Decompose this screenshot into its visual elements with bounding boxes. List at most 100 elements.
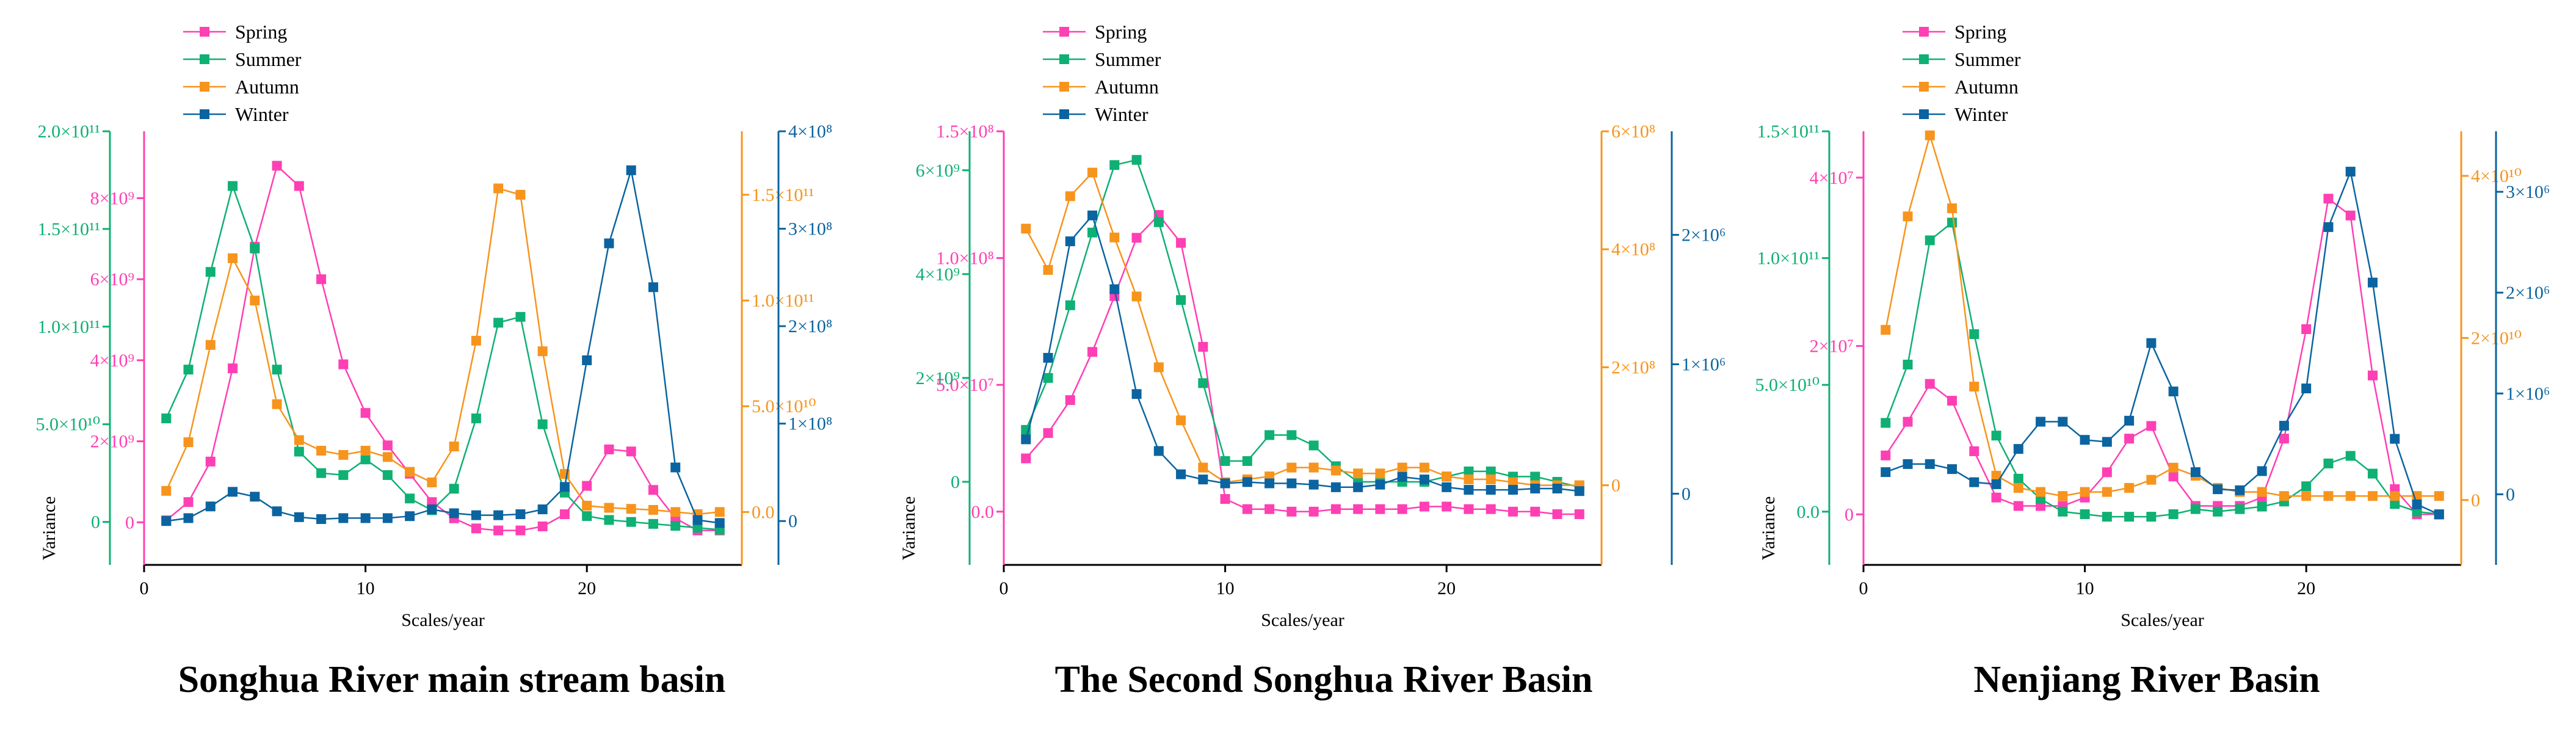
winter-point (2190, 467, 2200, 478)
spring-point (604, 444, 614, 454)
autumn-point (2434, 491, 2444, 501)
spring-point (1508, 506, 1518, 517)
legend-item-summer: Summer (1043, 48, 1161, 70)
winter-point (1464, 485, 1474, 495)
summer-tick-label: 5.0×10¹⁰ (36, 415, 100, 435)
x-axis: 0 10 20 Scales/year (1000, 564, 1602, 630)
autumn-point (582, 501, 592, 511)
legend-item-spring: Spring (1043, 21, 1147, 43)
summer-point (1286, 430, 1297, 440)
winter-point (2124, 415, 2135, 426)
spring-point (1308, 506, 1319, 517)
autumn-tick-label: 6×10⁸ (1611, 122, 1655, 142)
autumn-point (2345, 491, 2356, 501)
autumn-point (2367, 491, 2378, 501)
winter-line (1025, 214, 1580, 492)
summer-point (2301, 481, 2312, 492)
summer-point (272, 365, 282, 375)
autumn-point (2146, 475, 2157, 485)
autumn-point (471, 335, 481, 346)
legend-item-summer: Summer (1903, 48, 2021, 70)
spring-point (1574, 509, 1584, 519)
spring-point (1397, 504, 1407, 514)
winter-point (604, 238, 614, 249)
winter-y-axis: 0 1×10⁶ 2×10⁶ 3×10⁶ (2495, 131, 2550, 565)
spring-tick-label: 2×10⁹ (90, 432, 134, 452)
series-summer (1021, 155, 1584, 492)
spring-point (2146, 421, 2157, 431)
autumn-point (161, 486, 172, 496)
x-tick-label: 20 (1437, 578, 1456, 598)
winter-point (1264, 478, 1275, 489)
summer-tick-label: 6×10⁹ (916, 161, 960, 181)
winter-point (1991, 479, 2001, 489)
legend-swatch-marker (1059, 27, 1069, 37)
legend-swatch-marker (200, 82, 209, 92)
winter-point (228, 487, 238, 497)
legend: Spring Summer Autumn Winter (1043, 21, 1161, 125)
spring-point (515, 525, 526, 536)
winter-point (2168, 387, 2179, 396)
panel-title: Songhua River main stream basin (178, 659, 726, 700)
winter-point (2367, 277, 2378, 288)
spring-point (1176, 238, 1186, 248)
autumn-point (1508, 477, 1518, 487)
winter-point (1969, 477, 1979, 487)
spring-point (1264, 504, 1275, 514)
autumn-point (2390, 491, 2400, 501)
spring-point (1065, 395, 1075, 406)
winter-point (2434, 509, 2444, 520)
winter-point (537, 504, 548, 515)
summer-point (2190, 504, 2200, 514)
autumn-point (1109, 232, 1120, 242)
legend-item-autumn: Autumn (1043, 76, 1159, 98)
spring-point (183, 497, 194, 507)
autumn-point (670, 507, 681, 517)
spring-tick-label: 0 (125, 512, 134, 533)
summer-point (2080, 509, 2090, 519)
winter-point (493, 510, 504, 520)
winter-tick-label: 2×10⁶ (1682, 225, 1725, 245)
spring-point (1903, 416, 1913, 427)
summer-point (2213, 506, 2223, 517)
autumn-point (2080, 487, 2090, 497)
spring-point (1442, 501, 1452, 512)
winter-point (1353, 482, 1363, 492)
autumn-tick-label: 1.5×10¹¹ (752, 185, 814, 205)
autumn-point (405, 467, 415, 477)
legend-label: Autumn (1954, 76, 2019, 98)
winter-point (316, 514, 327, 525)
panel-songhua-main-stream: 0 10 20 Scales/year Variance 0 2×10⁹ 4×10⁹ 6×10⁹… (36, 21, 833, 700)
winter-point (2323, 222, 2334, 232)
autumn-point (1881, 325, 1891, 335)
summer-point (228, 181, 238, 191)
summer-point (1065, 300, 1075, 310)
autumn-point (2168, 462, 2179, 473)
spring-point (205, 456, 216, 467)
spring-point (294, 181, 304, 191)
autumn-tick-label: 5.0×10¹⁰ (752, 396, 816, 416)
winter-tick-label: 0 (1682, 484, 1691, 504)
x-tick-label: 20 (578, 578, 596, 598)
winter-point (471, 510, 481, 520)
autumn-point (1925, 130, 1935, 140)
spring-point (537, 521, 548, 531)
winter-point (1947, 464, 1957, 475)
spring-point (2279, 434, 2289, 444)
spring-y-axis: 0 2×10⁷ 4×10⁷ (1810, 131, 1865, 565)
summer-point (2013, 473, 2023, 484)
summer-tick-label: 2.0×10¹¹ (38, 122, 100, 142)
legend-label: Autumn (1095, 76, 1159, 98)
spring-point (2323, 194, 2334, 204)
spring-point (1131, 233, 1142, 243)
winter-y-axis: 0 1×10⁶ 2×10⁶ (1671, 131, 1725, 565)
spring-point (2168, 471, 2179, 482)
winter-point (2257, 466, 2267, 476)
winter-point (2235, 485, 2245, 495)
winter-point (1530, 483, 1540, 493)
autumn-point (1021, 224, 1031, 234)
summer-point (449, 484, 459, 494)
autumn-point (1419, 462, 1429, 473)
summer-tick-label: 1.5×10¹¹ (1757, 122, 1820, 142)
x-axis-label: Scales/year (2121, 610, 2204, 630)
